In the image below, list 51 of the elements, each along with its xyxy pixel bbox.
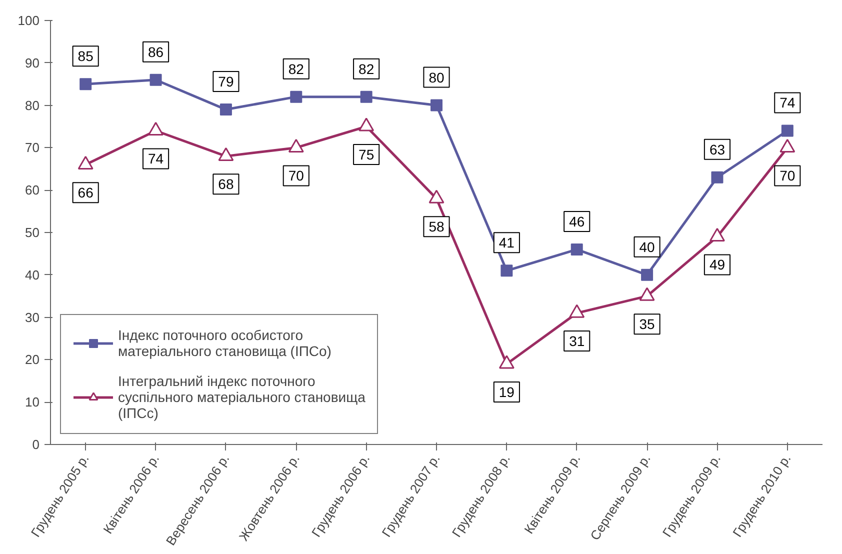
point [428,190,444,204]
data-label: 63 [709,141,726,158]
y-tick-label: 100 [18,13,40,28]
data-label: 41 [498,234,515,251]
data-label: 74 [148,150,164,167]
point [290,90,302,103]
data-label: 31 [569,333,585,350]
data-label: 74 [780,94,796,111]
y-tick-label: 80 [25,98,40,113]
y-tick-label: 0 [32,437,40,452]
y-tick-label: 20 [25,352,40,368]
point [150,74,162,86]
legend-label: Інтегральний індекс поточного суспільного матеріального становища (ІПСс) [118,373,366,421]
data-label: 79 [218,74,234,90]
y-tick-label: 10 [25,394,40,410]
point [360,90,372,103]
point [709,228,725,242]
data-label: 80 [428,69,444,86]
point [498,355,514,369]
data-label: 58 [428,218,444,235]
point [570,243,583,256]
data-label: 46 [569,213,585,230]
point [639,287,655,301]
point [500,264,513,277]
data-label: 49 [709,256,726,273]
data-label: 85 [78,48,94,64]
data-label: 19 [498,384,515,400]
point [569,304,585,318]
point [220,104,232,116]
legend-label: Індекс поточного особистого матеріального становища (ІПСо) [118,327,332,359]
data-label: 82 [358,60,374,77]
data-label: 66 [78,184,94,201]
data-label: 82 [288,60,304,77]
y-tick-label: 30 [25,310,40,325]
data-label: 40 [639,238,656,255]
data-label: 86 [148,44,164,60]
point [80,78,92,90]
data-label: 70 [780,168,796,184]
point [711,171,724,184]
point [430,99,442,112]
y-tick-label: 50 [25,225,40,240]
data-label: 35 [639,316,656,332]
y-tick-label: 90 [25,55,40,70]
y-tick-label: 70 [25,140,40,156]
point [781,124,794,137]
data-label: 75 [358,146,374,162]
data-label: 68 [218,176,234,192]
y-tick-label: 40 [25,267,40,282]
data-label: 70 [288,168,304,184]
point [641,268,654,281]
y-tick-label: 60 [25,182,40,198]
